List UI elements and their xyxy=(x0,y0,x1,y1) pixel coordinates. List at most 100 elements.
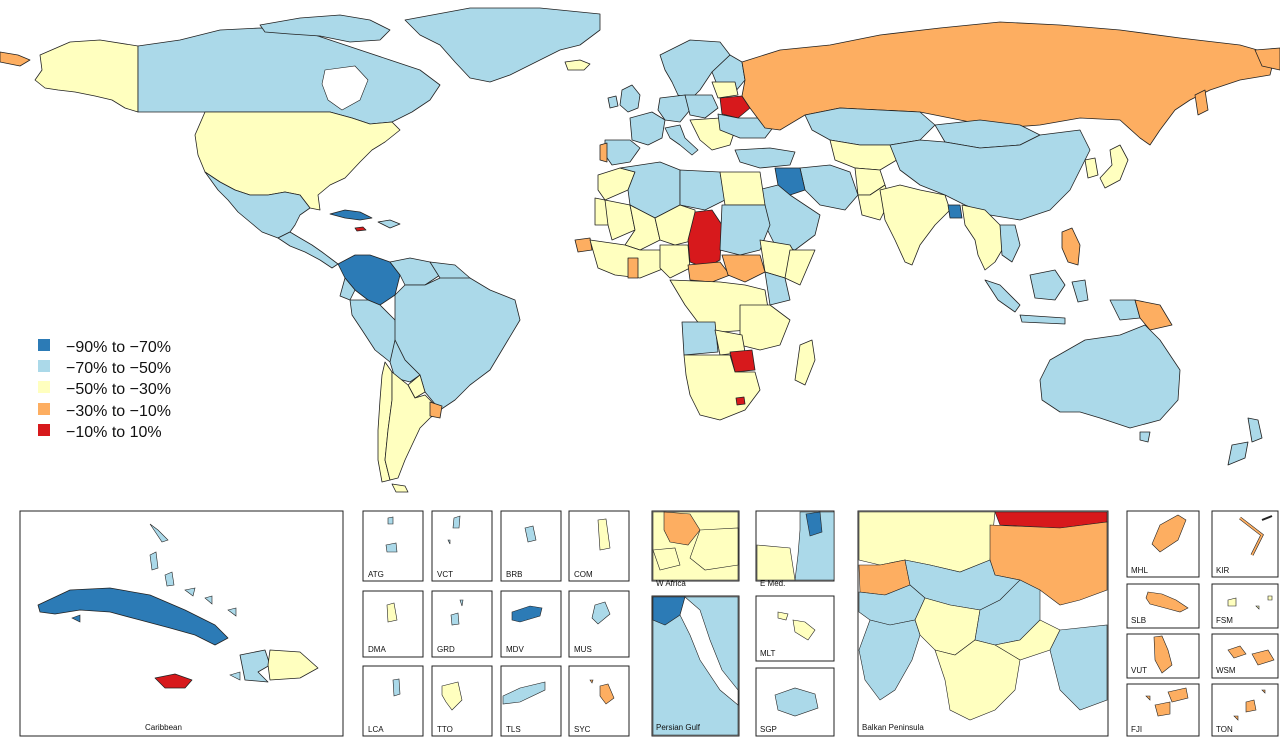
caribbean-small-cuba xyxy=(71,614,81,623)
region-south-sudan xyxy=(721,254,766,283)
region-egypt xyxy=(719,171,766,206)
region-argentina xyxy=(384,371,441,481)
region-madagascar xyxy=(794,339,816,386)
region-alaska xyxy=(34,39,139,113)
caribbean-bahamas-3 xyxy=(184,587,196,597)
region-west-africa xyxy=(589,239,666,279)
legend-swatch-5 xyxy=(38,424,50,436)
inset-wsm: WSM xyxy=(1211,633,1279,679)
inset-label-brb: BRB xyxy=(506,570,522,579)
inset-grd: GRD xyxy=(431,590,493,658)
inset-label-tls: TLS xyxy=(506,725,521,734)
caribbean-pr xyxy=(229,671,241,681)
inset-lca: LCA xyxy=(362,665,424,737)
inset-persian-gulf: Persian Gulf xyxy=(651,595,740,737)
region-mauritania xyxy=(604,199,636,241)
hudson-bay xyxy=(321,65,369,111)
inset-dma: DMA xyxy=(362,590,424,658)
region-chukotka xyxy=(1254,47,1280,71)
region-bolivia xyxy=(389,339,421,383)
region-cuba-main xyxy=(329,209,373,221)
region-france xyxy=(629,111,666,146)
region-turkey xyxy=(734,147,796,169)
region-chad xyxy=(687,209,723,269)
region-ghana xyxy=(627,257,639,279)
inset-label-mus: MUS xyxy=(574,645,592,654)
region-jamaica-main xyxy=(354,226,367,232)
region-sumatra xyxy=(984,279,1021,313)
caribbean-jamaica xyxy=(154,673,193,689)
inset-label-balkan: Balkan Peninsula xyxy=(862,723,924,732)
caribbean-cuba xyxy=(37,587,229,646)
region-india xyxy=(879,184,951,266)
caribbean-haiti xyxy=(239,649,271,683)
inset-tto: TTO xyxy=(431,665,493,737)
inset-label-vct: VCT xyxy=(437,570,453,579)
caribbean-bahamas-4 xyxy=(204,595,213,605)
region-png xyxy=(1134,299,1173,331)
inset-com: COM xyxy=(568,510,630,582)
inset-label-tto: TTO xyxy=(437,725,453,734)
inset-label-syc: SYC xyxy=(574,725,591,734)
region-sudan xyxy=(719,204,771,256)
region-uruguay xyxy=(429,401,443,419)
region-nigeria xyxy=(659,244,691,279)
legend-swatch-1 xyxy=(38,339,50,351)
caribbean-dominican xyxy=(267,649,319,681)
region-mexico xyxy=(204,171,311,239)
region-bangladesh xyxy=(947,204,963,219)
inset-label-kir: KIR xyxy=(1216,566,1230,575)
region-car xyxy=(687,261,731,283)
inset-mlt: MLT xyxy=(755,595,835,662)
inset-label-com: COM xyxy=(574,570,593,579)
inset-label-lca: LCA xyxy=(368,725,384,734)
caribbean-bahamas-5 xyxy=(227,607,237,617)
region-spain xyxy=(604,139,641,166)
inset-mdv: MDV xyxy=(500,590,562,658)
region-tierra-del-fuego xyxy=(391,483,409,493)
inset-balkan: Balkan Peninsula xyxy=(857,510,1109,737)
inset-label-mdv: MDV xyxy=(506,645,524,654)
region-java xyxy=(1019,314,1066,325)
region-uk xyxy=(619,84,641,113)
inset-syc: SYC xyxy=(568,665,630,737)
inset-ton: TON xyxy=(1211,683,1279,737)
caribbean-bahamas-6 xyxy=(149,523,169,543)
region-vietnam xyxy=(999,224,1021,263)
inset-label-fji: FJI xyxy=(1131,725,1142,734)
region-saudi xyxy=(757,184,821,251)
inset-label-mlt: MLT xyxy=(760,649,776,658)
region-philippines xyxy=(1061,227,1081,266)
inset-brb: BRB xyxy=(500,510,562,582)
inset-label-persian-gulf: Persian Gulf xyxy=(656,723,701,732)
region-iran xyxy=(799,164,859,211)
inset-e-med: E Med. xyxy=(755,510,835,588)
inset-caribbean: Caribbean xyxy=(19,510,344,737)
region-australia xyxy=(1039,324,1181,429)
region-sakhalin xyxy=(1194,89,1209,116)
region-new-zealand-north xyxy=(1247,417,1263,443)
region-east-africa xyxy=(739,304,791,351)
region-italy xyxy=(664,124,699,156)
inset-fsm: FSM xyxy=(1211,583,1279,629)
inset-label-fsm: FSM xyxy=(1216,616,1233,625)
world-map xyxy=(0,7,1280,493)
region-korea xyxy=(1084,157,1099,179)
legend-swatch-2 xyxy=(38,360,50,372)
inset-label-w-africa: W Africa xyxy=(656,579,686,588)
region-iceland xyxy=(564,59,591,71)
region-portugal xyxy=(599,142,608,163)
region-senegal xyxy=(574,237,593,253)
region-baltics xyxy=(711,81,739,99)
region-tasmania xyxy=(1139,431,1151,443)
inset-vut: VUT xyxy=(1126,633,1200,679)
region-libya xyxy=(679,169,726,211)
region-belarus xyxy=(719,95,751,119)
region-sulawesi xyxy=(1071,279,1089,303)
inset-w-africa: W Africa xyxy=(651,510,740,588)
inset-atg: ATG xyxy=(362,510,424,582)
region-se-asia xyxy=(961,204,1006,271)
region-china xyxy=(889,129,1091,221)
region-somalia xyxy=(784,249,816,286)
